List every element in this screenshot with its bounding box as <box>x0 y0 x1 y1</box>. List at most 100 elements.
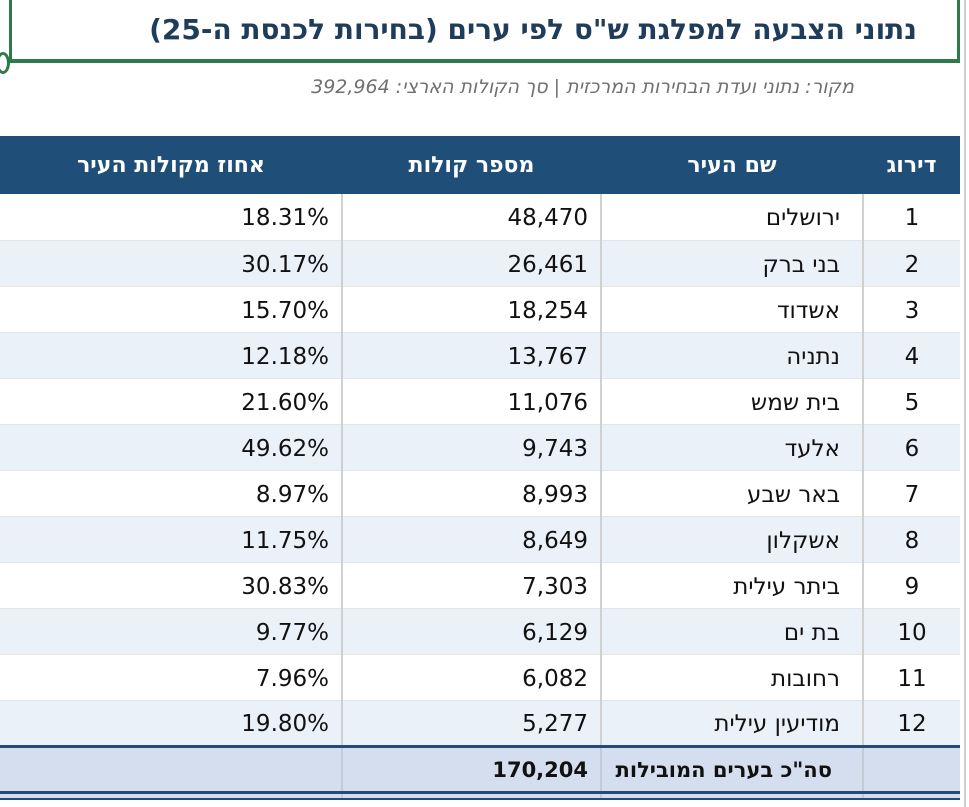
header-votes: מספר קולות <box>342 136 601 194</box>
votes-cell: 26,461 <box>342 240 602 287</box>
total-rank-cell <box>863 744 960 798</box>
percent-cell-value: 30.83% <box>241 573 329 600</box>
votes-cell: 7,303 <box>342 562 602 609</box>
city-cell: אשקלון <box>601 516 864 563</box>
rank-cell: 2 <box>863 240 960 287</box>
city-cell: מודיעין עילית <box>601 700 864 747</box>
votes-cell: 6,082 <box>342 654 602 701</box>
votes-cell: 18,254 <box>342 286 602 333</box>
total-votes-cell: 170,204 <box>342 744 602 798</box>
votes-cell: 8,993 <box>342 470 602 517</box>
city-cell: באר שבע <box>601 470 864 517</box>
percent-cell: 11.75% <box>0 516 343 563</box>
table-row: 8 אשקלון 8,649 11.75% <box>0 516 960 563</box>
percent-cell: 19.80% <box>0 700 343 747</box>
bottom-rule <box>0 791 960 794</box>
table-row: 2 בני ברק 26,461 30.17% <box>0 240 960 287</box>
source-note-text: מקור: נתוני ועדת הבחירות המרכזית | סך הק… <box>311 76 854 98</box>
percent-cell: 49.62% <box>0 424 343 471</box>
percent-cell: 30.83% <box>0 562 343 609</box>
city-cell: רחובות <box>601 654 864 701</box>
rank-cell: 3 <box>863 286 960 333</box>
votes-cell: 5,277 <box>342 700 602 747</box>
city-cell: אלעד <box>601 424 864 471</box>
percent-cell: 18.31% <box>0 194 343 241</box>
rank-cell: 10 <box>863 608 960 655</box>
votes-cell-value: 26,461 <box>507 251 588 278</box>
total-votes: 170,204 <box>492 757 588 782</box>
votes-cell: 9,743 <box>342 424 602 471</box>
votes-cell-value: 11,076 <box>507 389 588 416</box>
percent-cell: 30.17% <box>0 240 343 287</box>
table-row: 5 בית שמש 11,076 21.60% <box>0 378 960 425</box>
percent-cell: 12.18% <box>0 332 343 379</box>
rank-cell: 4 <box>863 332 960 379</box>
table-row: 10 בת ים 6,129 9.77% <box>0 608 960 655</box>
percent-cell: 15.70% <box>0 286 343 333</box>
rank-cell: 7 <box>863 470 960 517</box>
table-row: 12 מודיעין עילית 5,277 19.80% <box>0 700 960 747</box>
percent-cell: 21.60% <box>0 378 343 425</box>
rank-cell: 5 <box>863 378 960 425</box>
percent-cell-value: 9.77% <box>255 619 329 646</box>
table-row: 6 אלעד 9,743 49.62% <box>0 424 960 471</box>
banner-ornament <box>0 52 10 74</box>
bottom-rule-secondary <box>0 798 960 800</box>
header-percent: אחוז מקולות העיר <box>0 136 342 194</box>
table-row: 1 ירושלים 48,470 18.31% <box>0 194 960 241</box>
rank-cell: 11 <box>863 654 960 701</box>
votes-cell-value: 6,129 <box>522 619 588 646</box>
percent-cell-value: 7.96% <box>255 665 329 692</box>
total-row: סה"כ בערים המובילות 170,204 <box>0 744 960 798</box>
percent-cell-value: 11.75% <box>241 527 329 554</box>
percent-cell: 9.77% <box>0 608 343 655</box>
source-note: מקור: נתוני ועדת הבחירות המרכזית | סך הק… <box>0 76 969 98</box>
votes-cell: 6,129 <box>342 608 602 655</box>
votes-cell: 13,767 <box>342 332 602 379</box>
total-percent-cell <box>0 744 343 798</box>
votes-cell-value: 7,303 <box>522 573 588 600</box>
header-city: שם העיר <box>601 136 863 194</box>
votes-cell: 11,076 <box>342 378 602 425</box>
percent-cell-value: 18.31% <box>241 205 329 232</box>
rank-cell: 9 <box>863 562 960 609</box>
rank-cell: 6 <box>863 424 960 471</box>
results-table: דירוג שם העיר מספר קולות אחוז מקולות העי… <box>0 136 960 798</box>
votes-cell-value: 8,993 <box>522 481 588 508</box>
page-title: נתוני הצבעה למפלגת ש"ס לפי ערים (בחירות … <box>149 13 917 46</box>
percent-cell-value: 15.70% <box>241 297 329 324</box>
city-cell: ביתר עילית <box>601 562 864 609</box>
votes-cell-value: 13,767 <box>507 343 588 370</box>
table-header-row: דירוג שם העיר מספר קולות אחוז מקולות העי… <box>0 136 960 194</box>
percent-cell-value: 19.80% <box>241 711 329 737</box>
rank-cell: 8 <box>863 516 960 563</box>
city-cell: בית שמש <box>601 378 864 425</box>
table-row: 4 נתניה 13,767 12.18% <box>0 332 960 379</box>
page-edge-divider <box>964 0 966 807</box>
votes-cell-value: 8,649 <box>522 527 588 554</box>
city-cell: ירושלים <box>601 194 864 241</box>
votes-cell-value: 18,254 <box>507 297 588 324</box>
table-row: 7 באר שבע 8,993 8.97% <box>0 470 960 517</box>
rank-cell: 1 <box>863 194 960 241</box>
header-rank: דירוג <box>863 136 960 194</box>
percent-cell: 8.97% <box>0 470 343 517</box>
percent-cell: 7.96% <box>0 654 343 701</box>
votes-cell: 8,649 <box>342 516 602 563</box>
votes-cell: 48,470 <box>342 194 602 241</box>
title-banner: נתוני הצבעה למפלגת ש"ס לפי ערים (בחירות … <box>9 0 960 63</box>
percent-cell-value: 8.97% <box>255 481 329 508</box>
table-row: 11 רחובות 6,082 7.96% <box>0 654 960 701</box>
total-label: סה"כ בערים המובילות <box>601 744 864 798</box>
percent-cell-value: 12.18% <box>241 343 329 370</box>
city-cell: בת ים <box>601 608 864 655</box>
percent-cell-value: 49.62% <box>241 435 329 462</box>
city-cell: בני ברק <box>601 240 864 287</box>
percent-cell-value: 30.17% <box>241 251 329 278</box>
votes-cell-value: 6,082 <box>522 665 588 692</box>
percent-cell-value: 21.60% <box>241 389 329 416</box>
table-row: 3 אשדוד 18,254 15.70% <box>0 286 960 333</box>
city-cell: נתניה <box>601 332 864 379</box>
table-body: 1 ירושלים 48,470 18.31% 2 בני ברק 26,461 30.17%… <box>0 194 960 747</box>
votes-cell-value: 9,743 <box>522 435 588 462</box>
